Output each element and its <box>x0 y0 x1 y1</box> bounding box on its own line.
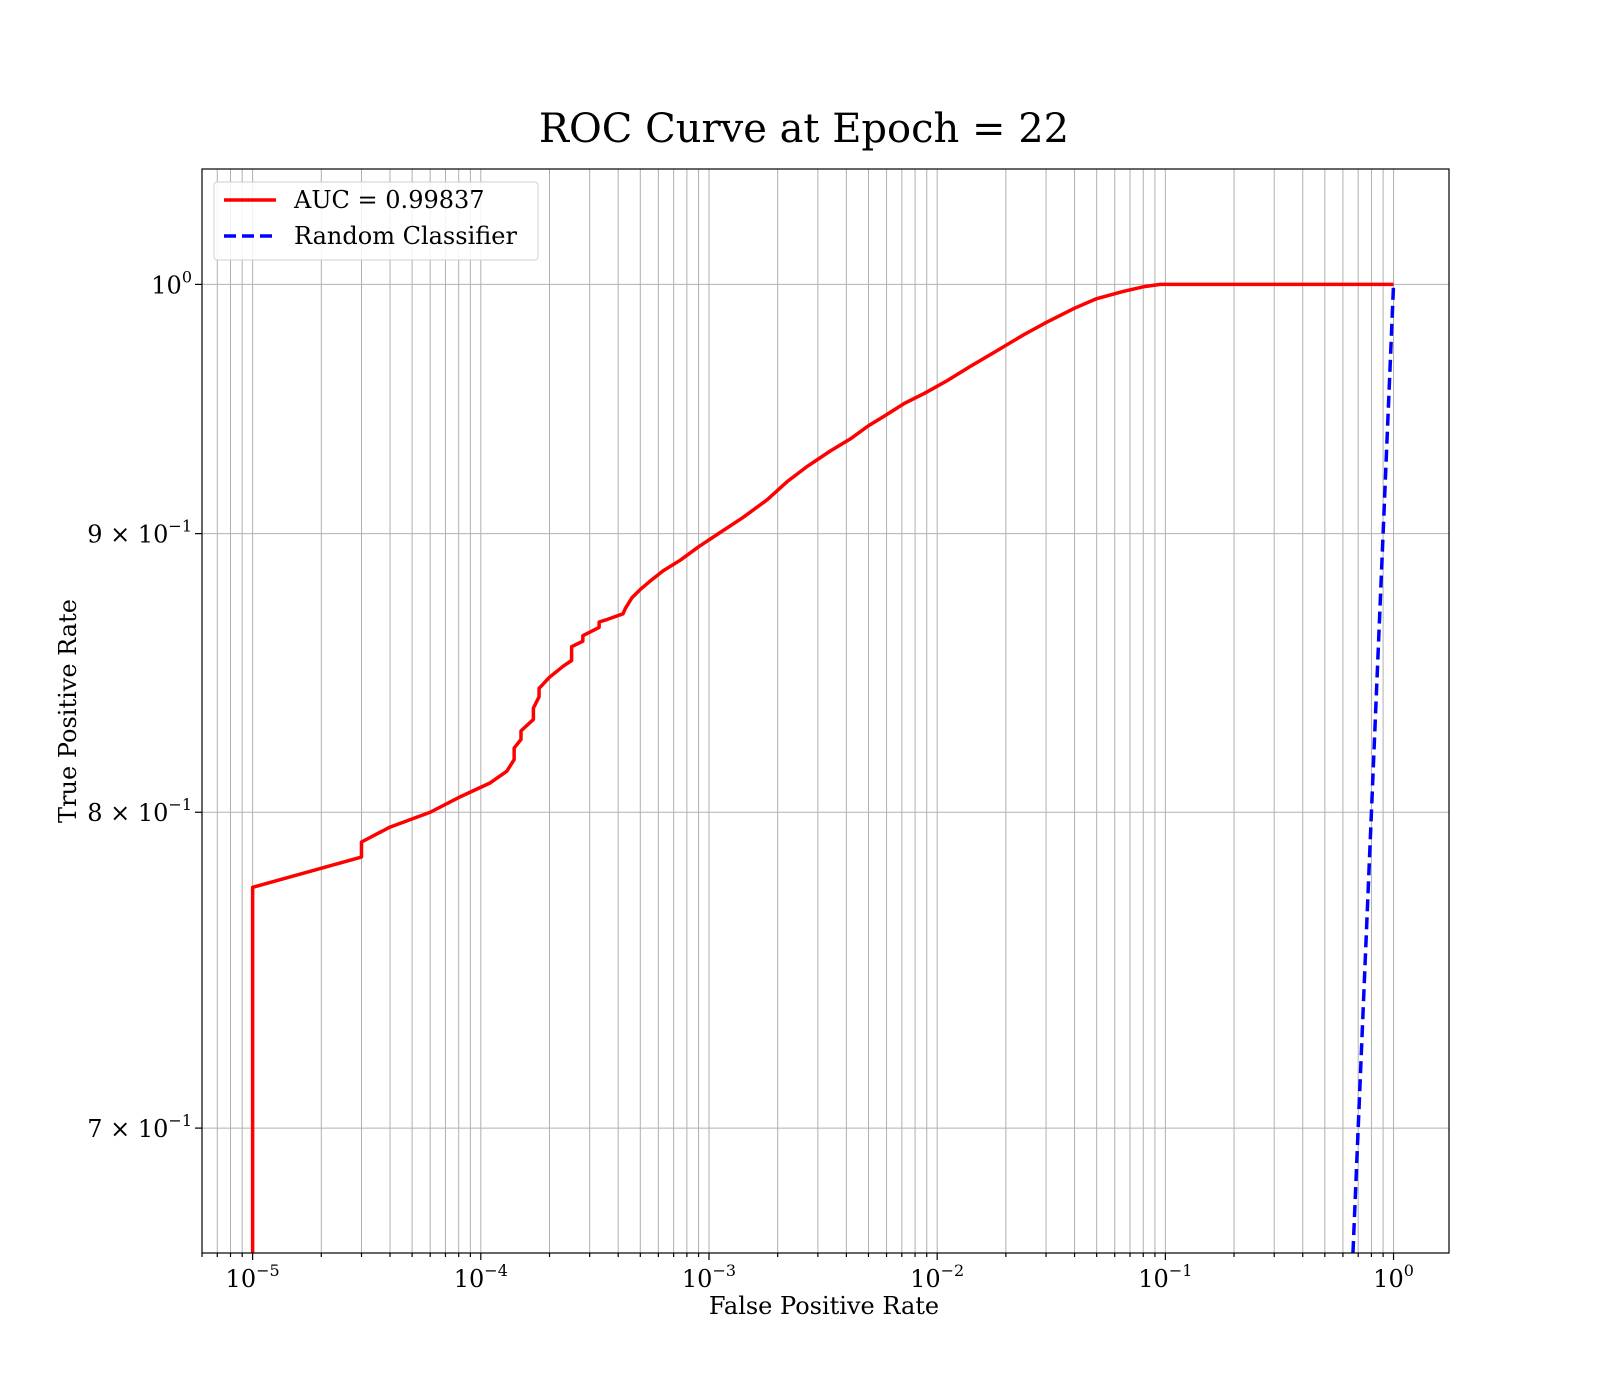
tick-layer: 10−5 10−4 10−3 10−2 10−1 100 7 × 10−1 8 × 10−1 9… <box>87 267 1414 1293</box>
y-tick-label: 7 × 10−1 <box>87 1111 192 1143</box>
grid-layer <box>201 169 1449 1253</box>
x-tick-label: 10−4 <box>454 1261 508 1293</box>
y-tick-label: 9 × 10−1 <box>87 517 192 549</box>
random-classifier-line <box>1351 284 1396 1253</box>
x-tick-label: 10−5 <box>226 1261 280 1293</box>
plot-frame <box>201 168 1450 1254</box>
y-tick-label: 100 <box>151 267 192 299</box>
plot-layer <box>250 282 1396 1253</box>
legend-label-random-classifier: Random Classifier <box>294 222 517 250</box>
y-axis-label: True Positive Rate <box>54 599 82 823</box>
legend-box <box>213 181 539 261</box>
x-tick-label: 10−3 <box>682 1261 736 1293</box>
x-tick-label: 10−2 <box>910 1261 964 1293</box>
legend-label-auc: AUC = 0.99837 <box>293 186 485 214</box>
x-tick-label: 10−1 <box>1138 1261 1192 1293</box>
legend: AUC = 0.99837 Random Classifier <box>213 181 539 261</box>
x-tick-label: 100 <box>1373 1261 1414 1293</box>
chart-title: ROC Curve at Epoch = 22 <box>539 106 1069 152</box>
y-tick-label: 8 × 10−1 <box>87 795 192 827</box>
roc-curve-line <box>250 282 1394 1253</box>
x-axis-label: False Positive Rate <box>709 1292 939 1320</box>
